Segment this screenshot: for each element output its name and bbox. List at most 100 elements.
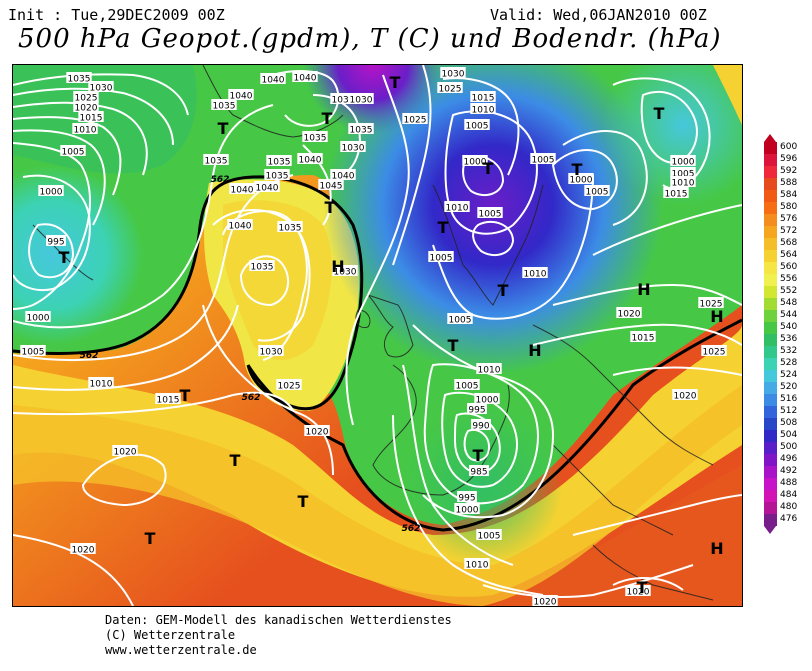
isobar-label-text: 1035 [350, 126, 373, 136]
legend-label: 568 [780, 238, 798, 248]
low-symbol: T [298, 492, 309, 511]
isobar-label-text: 1005 [466, 122, 489, 132]
isobar-label: 1010 [464, 558, 490, 571]
isobar-label-box [670, 167, 696, 178]
isobar-label-box [584, 185, 610, 196]
legend-label: 572 [780, 226, 798, 236]
isobar-label-text: 1020 [618, 310, 641, 320]
legend-swatch [764, 142, 777, 154]
isobar-label-box [330, 169, 356, 180]
isobar-label: 1005 [464, 119, 490, 132]
isobar-label-text: 1030 [442, 70, 465, 80]
legend-label: 584 [780, 190, 798, 200]
isobar-label-box [568, 173, 594, 184]
legend-swatch [764, 502, 777, 514]
isobar-label-box [476, 363, 502, 374]
legend-swatch [764, 442, 777, 454]
isobar-label-box [46, 235, 66, 246]
isobar-label: 1005 [60, 145, 86, 158]
height-contour-label: 562 [80, 351, 99, 361]
isobar-label: 1030 [332, 265, 358, 278]
isobar-label-box [203, 154, 229, 165]
isobar-label-box [277, 221, 303, 232]
high-symbol: H [637, 280, 650, 299]
isobar-label-text: 1005 [430, 254, 453, 264]
isobar-label-box [470, 103, 496, 114]
isobar-label: 1040 [297, 153, 323, 166]
isobar-label: 1035 [302, 131, 328, 144]
isobar-label: 1020 [672, 389, 698, 402]
isobar-label-text: 1020 [306, 428, 329, 438]
isobar-label-text: 1000 [672, 158, 695, 168]
isobar-label-text: 1045 [320, 182, 343, 192]
isobar-label: 1010 [72, 123, 98, 136]
legend-label: 504 [780, 430, 798, 440]
isobar-label-text: 1040 [256, 184, 279, 194]
legend-swatch [764, 370, 777, 382]
isobar-label-text: 1030 [260, 348, 283, 358]
legend-swatch [764, 250, 777, 262]
credits-website-link[interactable]: www.wetterzentrale.de [105, 643, 257, 657]
isobar-label: 1040 [228, 89, 254, 102]
coastlines [32, 65, 714, 601]
isobar-label-box [297, 153, 323, 164]
legend-swatch [764, 466, 777, 478]
legend-label: 588 [780, 178, 798, 188]
legend-swatch [764, 178, 777, 190]
isobar-label-text: 1035 [268, 158, 291, 168]
isobar-label: 1015 [470, 91, 496, 104]
isobar-label-box [78, 111, 104, 122]
isobar-label-box [227, 219, 253, 230]
isobar-label-box [260, 73, 286, 84]
isobar-label-text: 1005 [586, 188, 609, 198]
isobar-label-text: 1040 [299, 156, 322, 166]
isobar-label-text: 1035 [68, 75, 91, 85]
isobar-label: 1005 [454, 379, 480, 392]
color-legend: 600 596 592 588 584 580 576 572 568 564 560 556 552 5… [764, 134, 812, 534]
isobar-label-text: 1020 [114, 448, 137, 458]
isobar-label: 1000 [25, 311, 51, 324]
legend-swatch [764, 262, 777, 274]
isobar-label: 1035 [203, 154, 229, 167]
isobar-label: 1010 [444, 201, 470, 214]
legend-swatch [764, 430, 777, 442]
isobar-label: 1035 [266, 155, 292, 168]
isobar-label-box [630, 331, 656, 342]
isobar-label-text: 1020 [72, 546, 95, 556]
isobar-label-text: 1000 [476, 396, 499, 406]
isobar-label-box [477, 207, 503, 218]
isobar-label-text: 1035 [304, 134, 327, 144]
low-symbol: T [59, 248, 70, 267]
isobar-label-text: 1020 [75, 104, 98, 114]
isobar-label: 1005 [20, 345, 46, 358]
isobar-label-text: 1025 [439, 85, 462, 95]
isobar-label-text: 985 [470, 468, 487, 478]
isobar-label-text: 1015 [80, 114, 103, 124]
legend-swatch [764, 238, 777, 250]
isobar-label: 1005 [530, 153, 556, 166]
isobar-label-text: 1010 [90, 380, 113, 390]
isobar-label-box [474, 393, 500, 404]
isobar-label-box [437, 82, 463, 93]
isobar-label: 1025 [698, 297, 724, 310]
legend-swatch [764, 310, 777, 322]
isobar-label: 1030 [440, 67, 466, 80]
credits-copyright: (C) Wetterzentrale [105, 628, 236, 642]
map-canvas: 1035103010251020101510101005100099510001… [13, 65, 742, 606]
legend-label: 520 [780, 382, 798, 392]
low-symbol: T [572, 160, 583, 179]
ne-yellow-strip [713, 65, 742, 125]
isobar-label-box [229, 183, 255, 194]
legend-swatch [764, 382, 777, 394]
legend-label: 524 [780, 370, 798, 380]
legend-label: 556 [780, 274, 798, 284]
isobar-label-text: 1010 [472, 106, 495, 116]
isobars [13, 65, 742, 606]
label-layer: 1035103010251020101510101005100099510001… [20, 67, 727, 606]
isobar-label-box [249, 260, 275, 271]
legend-swatch [764, 166, 777, 178]
isobar-label-text: 1020 [627, 588, 650, 598]
isobar-label-box [73, 101, 99, 112]
isobar-label-text: 990 [472, 422, 489, 432]
isobar-label-box [25, 311, 51, 322]
